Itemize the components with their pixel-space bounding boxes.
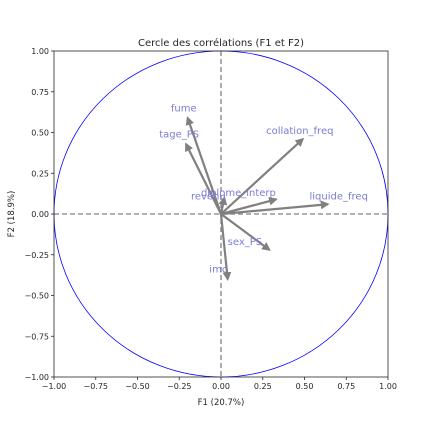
arrow-tage-PS <box>184 142 222 215</box>
y-tick-label: −0.25 <box>24 251 49 260</box>
label-tage-PS: tage_PS <box>159 129 199 140</box>
arrow-imc <box>219 213 232 281</box>
label-imc: imc <box>209 265 227 276</box>
x-tick-label: 0.75 <box>337 382 355 391</box>
x-tick-label: 0.50 <box>296 382 314 391</box>
x-tick-label: −0.75 <box>83 382 108 391</box>
label-sex-PS: sex_PS <box>228 237 262 248</box>
y-tick-label: 0.25 <box>31 169 49 178</box>
y-tick-label: 0.00 <box>31 210 49 219</box>
label-liquide-freq: liquide_freq <box>310 191 368 202</box>
label-diplome-interp: diplome_interp <box>201 188 276 199</box>
x-axis-label: F1 (20.7%) <box>198 398 245 408</box>
arrow-liquide-freq <box>220 200 330 216</box>
y-axis-label: F2 (18.9%) <box>7 191 17 238</box>
chart-title: Cercle des corrélations (F1 et F2) <box>138 37 304 49</box>
label-collation-freq: collation_freq <box>266 126 333 137</box>
arrow-diplome-interp <box>220 196 278 216</box>
label-revenu: revenu <box>191 191 226 202</box>
y-tick-label: 1.00 <box>31 47 49 56</box>
x-tick-label: −0.25 <box>167 382 192 391</box>
arrow-collation-freq <box>220 137 305 215</box>
y-axis: −1.00 −0.75 −0.50 −0.25 0.00 0.25 0.50 0.75 1.00 <box>24 47 54 382</box>
arrow-revenu <box>218 195 228 215</box>
label-fume: fume <box>171 103 197 114</box>
arrow-fume <box>185 116 223 215</box>
x-tick-label: 0.00 <box>212 382 230 391</box>
y-tick-label: 0.75 <box>31 88 49 97</box>
y-tick-label: 0.50 <box>31 129 49 138</box>
arrow-sex-PS <box>220 213 271 251</box>
x-tick-label: −0.50 <box>125 382 150 391</box>
plot-area: fume tage_PS collation_freq liquide_freq dip… <box>53 50 389 378</box>
y-tick-label: −1.00 <box>24 373 49 382</box>
x-tick-label: 0.25 <box>254 382 272 391</box>
x-tick-label: −1.00 <box>42 382 67 391</box>
y-tick-label: −0.75 <box>24 332 49 341</box>
y-tick-label: −0.50 <box>24 292 49 301</box>
x-tick-label: 1.00 <box>379 382 397 391</box>
x-axis: −1.00 −0.75 −0.50 −0.25 0.00 0.25 0.50 0.75 1.00 <box>42 377 397 391</box>
